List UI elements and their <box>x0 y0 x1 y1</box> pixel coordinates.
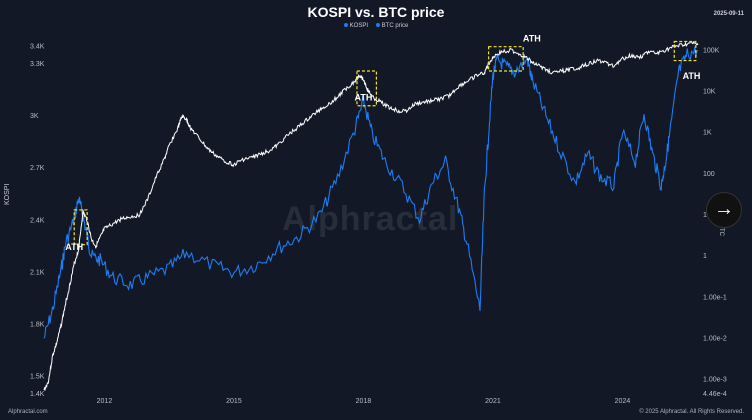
watermark: Alphractal <box>282 200 459 238</box>
ath-annotation: ATH <box>683 71 701 81</box>
ath-highlight-box <box>488 46 524 72</box>
x-tick-label: 2021 <box>485 398 501 405</box>
y-left-tick-label: 2.4K <box>30 217 45 224</box>
y-right-tick-label: 10K <box>703 89 716 96</box>
legend-item-btc[interactable]: BTC price <box>375 23 409 29</box>
ath-annotation: ATH <box>65 242 83 252</box>
y-right-tick-label: 1.00e-1 <box>703 294 727 301</box>
legend-label-kospi: KOSPI <box>349 23 368 29</box>
y-left-tick-label: 3.3K <box>30 61 45 68</box>
chart-date: 2025-09-11 <box>713 11 744 17</box>
y-right-tick-label: 1 <box>703 253 707 260</box>
footer-site: Alphractal.com <box>8 409 48 415</box>
y-right-tick-label: 100K <box>703 47 720 54</box>
ath-annotation: ATH <box>523 33 541 43</box>
legend-label-btc: BTC price <box>381 23 409 29</box>
ath-annotation: ATH <box>355 93 373 103</box>
series-line-btc <box>43 46 699 339</box>
y-left-tick-label: 3K <box>30 113 39 120</box>
y-left-tick-label: 3.4K <box>30 44 45 51</box>
y-left-tick-label: 1.4K <box>30 391 45 398</box>
next-arrow-button[interactable]: → <box>706 192 742 228</box>
x-tick-label: 2024 <box>615 398 631 405</box>
arrow-right-icon: → <box>714 198 734 220</box>
y-right-tick-label: 100 <box>703 171 715 178</box>
y-left-tick-label: 1.5K <box>30 374 45 381</box>
y-right-tick-label: 1.00e-2 <box>703 335 727 342</box>
y-right-tick-label: 1.00e-3 <box>703 377 727 384</box>
series-line-kospi <box>43 40 699 391</box>
y-left-tick-label: 2.7K <box>30 165 45 172</box>
chart-legend: KOSPI BTC price <box>0 23 752 29</box>
y-right-tick-label: 1K <box>703 130 712 137</box>
chart-title: KOSPI vs. BTC price <box>307 4 445 20</box>
y-left-tick-label: 1.8K <box>30 322 45 329</box>
x-tick-label: 2015 <box>226 398 242 405</box>
ath-highlight-box <box>356 70 377 107</box>
y-right-tick-label: 4.46e-4 <box>703 391 727 398</box>
ath-highlight-box <box>73 209 88 246</box>
x-tick-label: 2012 <box>97 398 113 405</box>
x-tick-label: 2018 <box>356 398 372 405</box>
legend-item-kospi[interactable]: KOSPI <box>343 23 368 29</box>
footer-copyright: © 2025 Alphractal. All Rights Reserved. <box>639 409 744 415</box>
ath-highlight-box <box>673 40 697 62</box>
y-left-tick-label: 2.1K <box>30 269 45 276</box>
